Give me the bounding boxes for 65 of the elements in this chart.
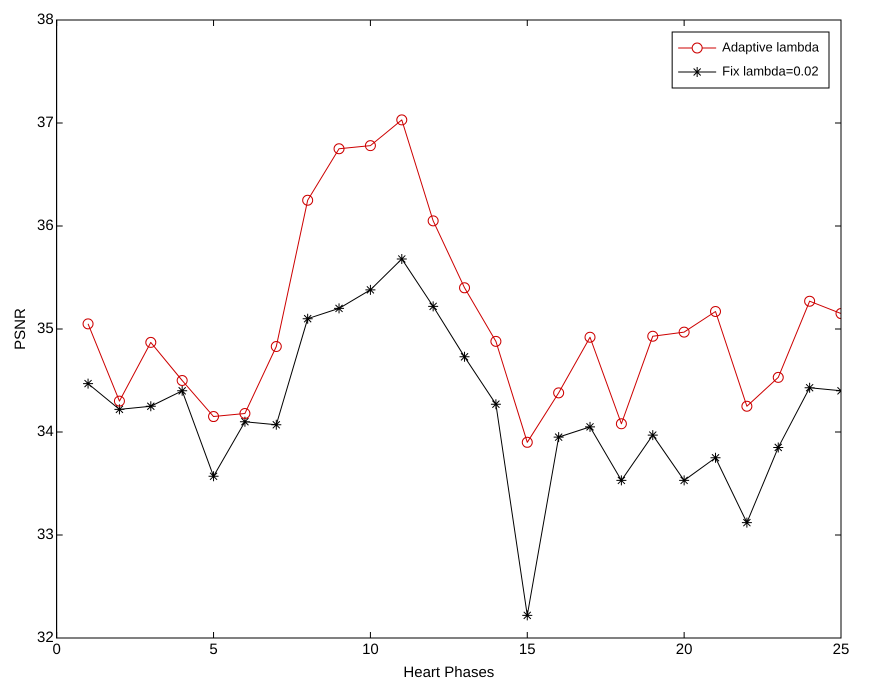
point <box>490 398 502 410</box>
point <box>176 375 188 386</box>
point <box>396 253 408 264</box>
point <box>459 351 470 362</box>
point <box>114 396 125 407</box>
point <box>302 313 314 324</box>
point <box>208 470 220 482</box>
point <box>616 474 627 486</box>
point <box>270 341 282 352</box>
point <box>82 318 94 330</box>
y-tick-label: 33 <box>36 526 54 544</box>
point <box>804 296 816 307</box>
y-tick-label: 35 <box>36 320 54 338</box>
y-axis-title: PSNR <box>12 308 30 350</box>
point <box>678 326 690 338</box>
point <box>239 416 250 428</box>
x-tick-label: 25 <box>832 641 850 658</box>
point <box>364 284 376 296</box>
point <box>678 474 690 486</box>
y-tick-label: 37 <box>36 114 54 132</box>
point <box>710 306 722 317</box>
y-tick-label: 34 <box>36 423 54 440</box>
point <box>616 418 627 430</box>
point <box>522 610 533 621</box>
point <box>553 432 564 443</box>
point <box>208 411 220 422</box>
point <box>490 336 502 347</box>
y-tick-label: 32 <box>36 629 54 646</box>
point <box>459 282 470 294</box>
x-tick-label: 5 <box>209 641 218 658</box>
point <box>553 387 564 398</box>
point <box>772 372 784 383</box>
point <box>647 330 658 342</box>
x-tick-label: 20 <box>676 641 692 658</box>
point <box>522 436 533 448</box>
point <box>176 385 188 396</box>
point <box>584 332 596 343</box>
point <box>428 300 439 312</box>
point <box>145 336 156 348</box>
y-tick-label: 38 <box>36 11 54 28</box>
point <box>82 378 94 390</box>
point <box>741 400 752 412</box>
x-tick-label: 0 <box>52 641 61 658</box>
y-tick-label: 36 <box>36 217 54 234</box>
point <box>804 382 816 394</box>
point <box>334 302 345 314</box>
point <box>239 408 250 419</box>
legend-label: Fix lambda=0.02 <box>722 64 819 79</box>
point <box>334 143 345 154</box>
point <box>428 215 439 226</box>
point <box>364 140 376 152</box>
point <box>741 517 752 528</box>
x-tick-label: 15 <box>518 641 536 658</box>
x-axis-title: Heart Phases <box>403 664 494 682</box>
point <box>114 404 125 415</box>
point <box>396 114 408 126</box>
point <box>772 442 784 453</box>
point <box>584 421 596 432</box>
point <box>710 452 722 464</box>
point <box>647 430 658 441</box>
point <box>302 194 314 206</box>
point <box>145 400 156 412</box>
point <box>270 419 282 430</box>
x-tick-label: 10 <box>362 641 379 658</box>
legend-label: Adaptive lambda <box>722 40 820 55</box>
